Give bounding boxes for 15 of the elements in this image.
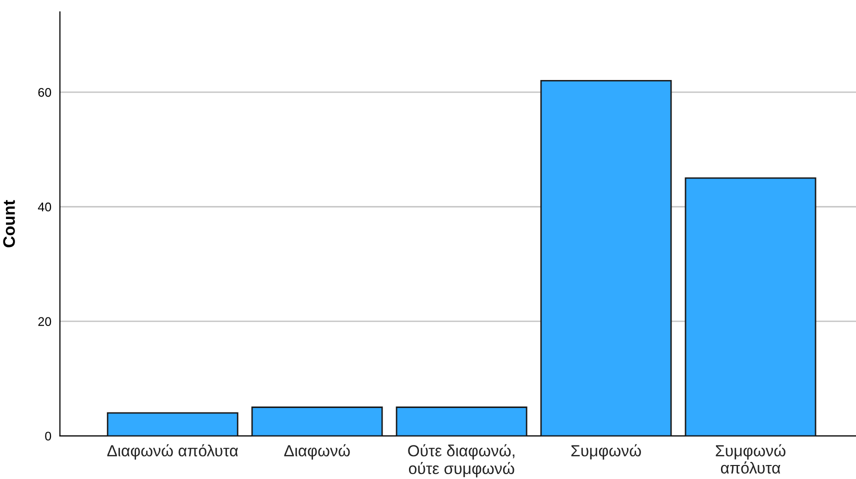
x-tick-label: Διαφωνώ απόλυτα — [107, 444, 238, 460]
y-tick-label: 60 — [38, 88, 52, 97]
y-tick-label: 20 — [38, 317, 52, 326]
x-tick-label: Συμφωνώ — [571, 444, 641, 460]
bar — [396, 406, 528, 436]
bar — [684, 177, 816, 436]
y-tick-label: 40 — [38, 202, 52, 212]
bar — [540, 80, 672, 436]
x-tick-label: Ούτε διαφωνώ, ούτε συμφωνώ — [408, 444, 514, 478]
x-tick-label: Διαφωνώ — [284, 444, 350, 460]
x-tick-label: Συμφωνώ απόλυτα — [716, 444, 786, 474]
y-tick-label: 0 — [45, 432, 52, 441]
y-axis-title: Count — [3, 200, 15, 248]
bar — [251, 406, 383, 436]
bar — [106, 412, 238, 436]
